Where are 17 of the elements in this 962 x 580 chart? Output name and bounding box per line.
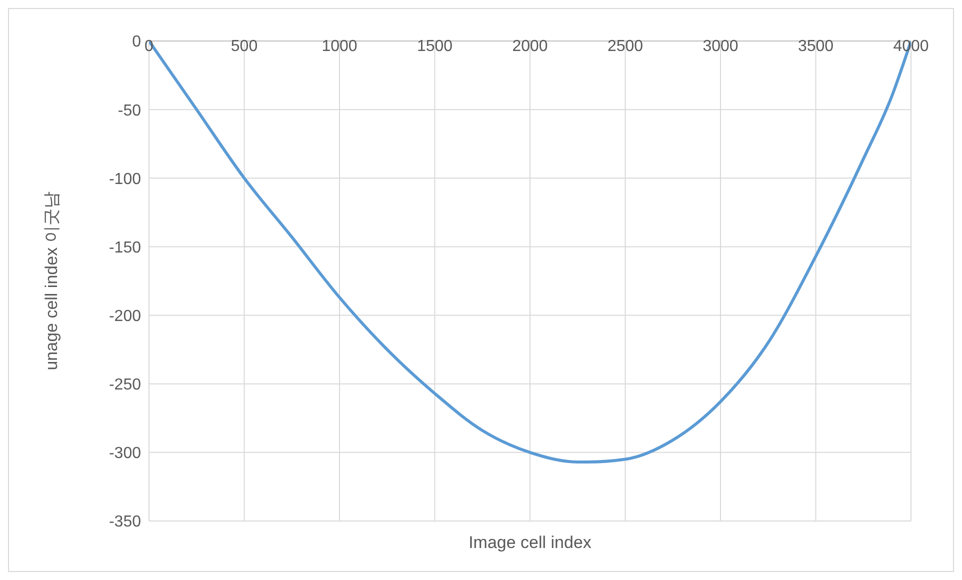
x-axis-title: Image cell index bbox=[468, 533, 592, 552]
x-tick-label: 1000 bbox=[322, 38, 358, 55]
x-tick-label: 3500 bbox=[798, 38, 834, 55]
y-tick-label: -150 bbox=[108, 239, 142, 256]
x-tick-label: 500 bbox=[230, 38, 258, 55]
x-tick-label: 2000 bbox=[512, 38, 548, 55]
x-tick-label: 3000 bbox=[702, 38, 738, 55]
y-tick-label: -350 bbox=[108, 514, 142, 531]
y-tick-label: -250 bbox=[108, 376, 142, 394]
y-tick-label: -300 bbox=[108, 445, 142, 462]
y-axis-title: unage cell index 이굿남 bbox=[42, 192, 62, 370]
x-tick-label: 2500 bbox=[607, 38, 644, 55]
y-tick-label: -100 bbox=[108, 170, 142, 188]
x-tick-label: 0 bbox=[144, 38, 154, 55]
y-tick-label: -200 bbox=[108, 308, 142, 325]
y-tick-label: -50 bbox=[118, 102, 142, 120]
x-tick-label: 1500 bbox=[416, 38, 453, 55]
